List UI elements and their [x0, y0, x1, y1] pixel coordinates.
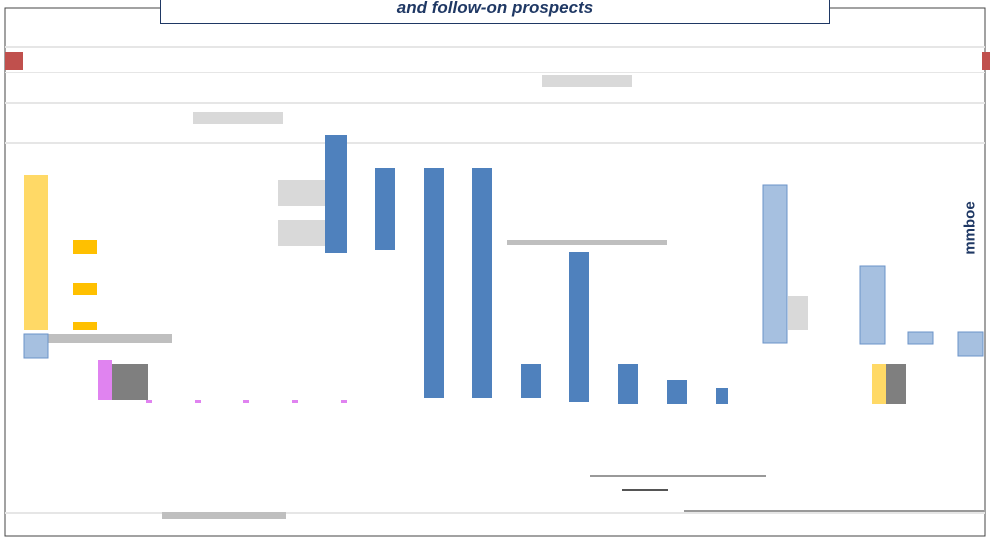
blue-bars — [325, 135, 728, 404]
rule — [5, 142, 985, 144]
rule — [5, 512, 985, 514]
line — [684, 510, 984, 512]
orange-bars — [73, 240, 97, 330]
yellow-bars — [24, 175, 886, 404]
rule-lines — [5, 46, 985, 514]
bar — [112, 364, 148, 400]
block — [542, 75, 632, 87]
bar — [472, 168, 492, 398]
rule — [5, 72, 985, 73]
frame — [4, 7, 986, 537]
bar — [73, 283, 97, 295]
block — [193, 112, 283, 124]
block — [788, 296, 808, 330]
bar — [618, 364, 638, 404]
dot — [341, 400, 347, 403]
dot — [292, 400, 298, 403]
title: and follow-on prospects — [396, 0, 594, 17]
block — [507, 240, 667, 245]
block — [162, 512, 286, 519]
bar — [73, 240, 97, 254]
bar — [325, 135, 347, 253]
bar — [521, 364, 541, 398]
title-box: and follow-on prospects — [160, 0, 830, 24]
gray-blocks — [24, 75, 808, 519]
dot — [243, 400, 249, 403]
bar — [716, 388, 728, 404]
axis-unit-label: mmboe — [961, 201, 979, 255]
bar — [424, 168, 444, 398]
bar — [859, 265, 886, 345]
dot — [195, 400, 201, 403]
bar — [667, 380, 687, 404]
marker — [5, 52, 23, 70]
block — [278, 220, 326, 246]
block — [278, 180, 326, 206]
rule — [5, 102, 985, 104]
bar — [98, 360, 112, 400]
block — [24, 334, 172, 343]
bar — [872, 364, 886, 404]
bar — [762, 184, 788, 344]
pink-dots — [146, 400, 347, 403]
dark-lines — [590, 475, 984, 512]
line — [590, 475, 766, 477]
line — [622, 489, 668, 491]
bar — [569, 252, 589, 402]
bar — [24, 175, 48, 330]
bar — [375, 168, 395, 250]
marker — [982, 52, 990, 70]
light-blue-bars — [23, 184, 984, 359]
bar — [907, 331, 934, 345]
rule — [5, 46, 985, 48]
bar — [957, 331, 984, 357]
dot — [146, 400, 152, 403]
bar — [73, 322, 97, 330]
bar — [23, 333, 49, 359]
bar — [886, 364, 906, 404]
